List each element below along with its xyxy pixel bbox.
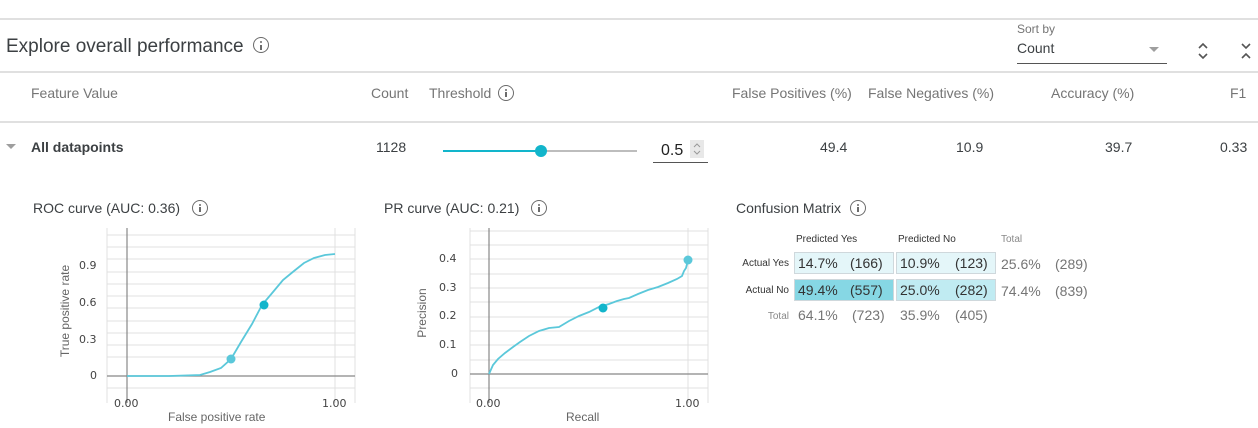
cm-row-label-actual-no: Actual No (745, 285, 789, 296)
roc-threshold-point (259, 300, 269, 310)
info-icon[interactable] (531, 199, 548, 216)
false-positives-cell: 49.4 (820, 139, 848, 155)
cm-header-total: Total (1001, 234, 1023, 245)
info-icon[interactable] (849, 199, 866, 216)
cm-cell-pct: 49.4% (798, 282, 838, 298)
cm-cell-pct: 25.0% (900, 282, 940, 298)
threshold-input[interactable]: 0.5 (653, 138, 708, 163)
top-divider (0, 18, 1258, 20)
cm-row-label-total: Total (767, 311, 789, 322)
pr-title-text: PR curve (AUC: 0.21) (384, 200, 520, 216)
pr-y-tick: 0.2 (439, 309, 457, 322)
cm-row-label-actual-yes: Actual Yes (742, 258, 789, 269)
info-icon[interactable] (252, 37, 269, 54)
pr-y-tick: 0.1 (439, 338, 457, 351)
spinner-arrows-icon (693, 143, 701, 155)
cm-cell-false-negative: 10.9% (123) (896, 252, 996, 274)
unfold-more-icon (1198, 42, 1208, 60)
sort-by-label: Sort by (1017, 22, 1056, 36)
col-header-feature-value[interactable]: Feature Value (31, 85, 118, 101)
col-header-false-negatives[interactable]: False Negatives (%) (868, 85, 995, 101)
expand-all-button[interactable] (1194, 40, 1212, 62)
pr-x-tick: 0.00 (476, 397, 501, 410)
pr-y-tick: 0 (451, 367, 458, 380)
pr-end-point (683, 255, 693, 265)
col-header-count[interactable]: Count (371, 85, 409, 101)
row-divider (0, 121, 1258, 123)
info-icon[interactable] (498, 84, 515, 101)
cm-cell-count: (123) (955, 255, 988, 271)
info-icon[interactable] (191, 199, 208, 216)
col-header-false-positives[interactable]: False Positives (%) (732, 85, 852, 101)
count-cell: 1128 (376, 139, 407, 155)
roc-title: ROC curve (AUC: 0.36) (33, 199, 208, 216)
pr-chart (469, 228, 709, 403)
pr-x-tick: 1.00 (675, 397, 700, 410)
pr-y-tick: 0.3 (439, 281, 457, 294)
cm-row-total-pct: 25.6% (1001, 256, 1041, 272)
pr-threshold-point (598, 303, 608, 313)
pr-x-axis-label: Recall (566, 410, 600, 424)
roc-x-tick: 1.00 (322, 397, 347, 410)
threshold-slider[interactable] (443, 145, 637, 157)
cm-cell-count: (282) (955, 282, 988, 298)
number-spinner[interactable] (690, 140, 704, 158)
cm-cell-pct: 14.7% (798, 255, 838, 271)
col-header-accuracy[interactable]: Accuracy (%) (1051, 85, 1135, 101)
section-header: Explore overall performance (6, 36, 269, 58)
slider-thumb[interactable] (535, 145, 547, 157)
cm-col-total-pct: 35.9% (900, 307, 940, 323)
cm-row-total-pct: 74.4% (1001, 283, 1041, 299)
confusion-matrix-title: Confusion Matrix (736, 199, 866, 216)
threshold-value: 0.5 (661, 142, 684, 159)
col-header-threshold: Threshold (429, 84, 515, 101)
roc-y-tick: 0.6 (79, 296, 97, 309)
confusion-matrix-title-text: Confusion Matrix (736, 200, 842, 216)
roc-x-tick: 0.00 (114, 397, 139, 410)
accuracy-cell: 39.7 (1105, 139, 1133, 155)
cm-row-total-count: (839) (1055, 283, 1088, 299)
pr-y-tick: 0.4 (439, 252, 457, 265)
feature-value-cell[interactable]: All datapoints (31, 139, 124, 155)
cm-cell-false-positive: 49.4% (557) (794, 279, 894, 301)
dropdown-arrow-icon (1149, 47, 1159, 52)
roc-y-tick: 0.3 (79, 333, 97, 346)
roc-x-axis-label: False positive rate (168, 410, 266, 424)
pr-y-axis-label: Precision (415, 288, 429, 338)
cm-col-total-count: (405) (955, 307, 988, 323)
threshold-label: Threshold (429, 85, 492, 101)
cm-cell-count: (557) (850, 282, 883, 298)
roc-title-text: ROC curve (AUC: 0.36) (33, 200, 181, 216)
cm-cell-pct: 10.9% (900, 255, 940, 271)
roc-y-tick: 0 (90, 369, 97, 382)
pr-title: PR curve (AUC: 0.21) (384, 199, 548, 216)
header-divider (0, 71, 1258, 73)
col-header-f1[interactable]: F1 (1230, 85, 1247, 101)
roc-secondary-point (226, 354, 236, 364)
slider-fill (443, 150, 541, 152)
cm-header-predicted-yes: Predicted Yes (796, 234, 858, 245)
roc-chart (106, 228, 356, 403)
cm-cell-count: (166) (850, 255, 883, 271)
expand-row-caret-icon[interactable] (6, 144, 16, 149)
unfold-less-icon (1241, 43, 1251, 59)
false-negatives-cell: 10.9 (956, 139, 984, 155)
cm-col-total-count: (723) (852, 307, 885, 323)
f1-cell: 0.33 (1220, 139, 1248, 155)
cm-cell-true-negative: 25.0% (282) (896, 279, 996, 301)
sort-by-select[interactable]: Count (1017, 40, 1167, 64)
roc-y-tick: 0.9 (79, 259, 97, 272)
cm-header-predicted-no: Predicted No (898, 234, 956, 245)
collapse-all-button[interactable] (1237, 40, 1255, 62)
sort-by-value: Count (1017, 40, 1055, 56)
cm-col-total-pct: 64.1% (798, 307, 838, 323)
page-title: Explore overall performance (6, 36, 244, 57)
roc-y-axis-label: True positive rate (58, 264, 72, 358)
cm-cell-true-positive: 14.7% (166) (794, 252, 894, 274)
cm-row-total-count: (289) (1055, 256, 1088, 272)
